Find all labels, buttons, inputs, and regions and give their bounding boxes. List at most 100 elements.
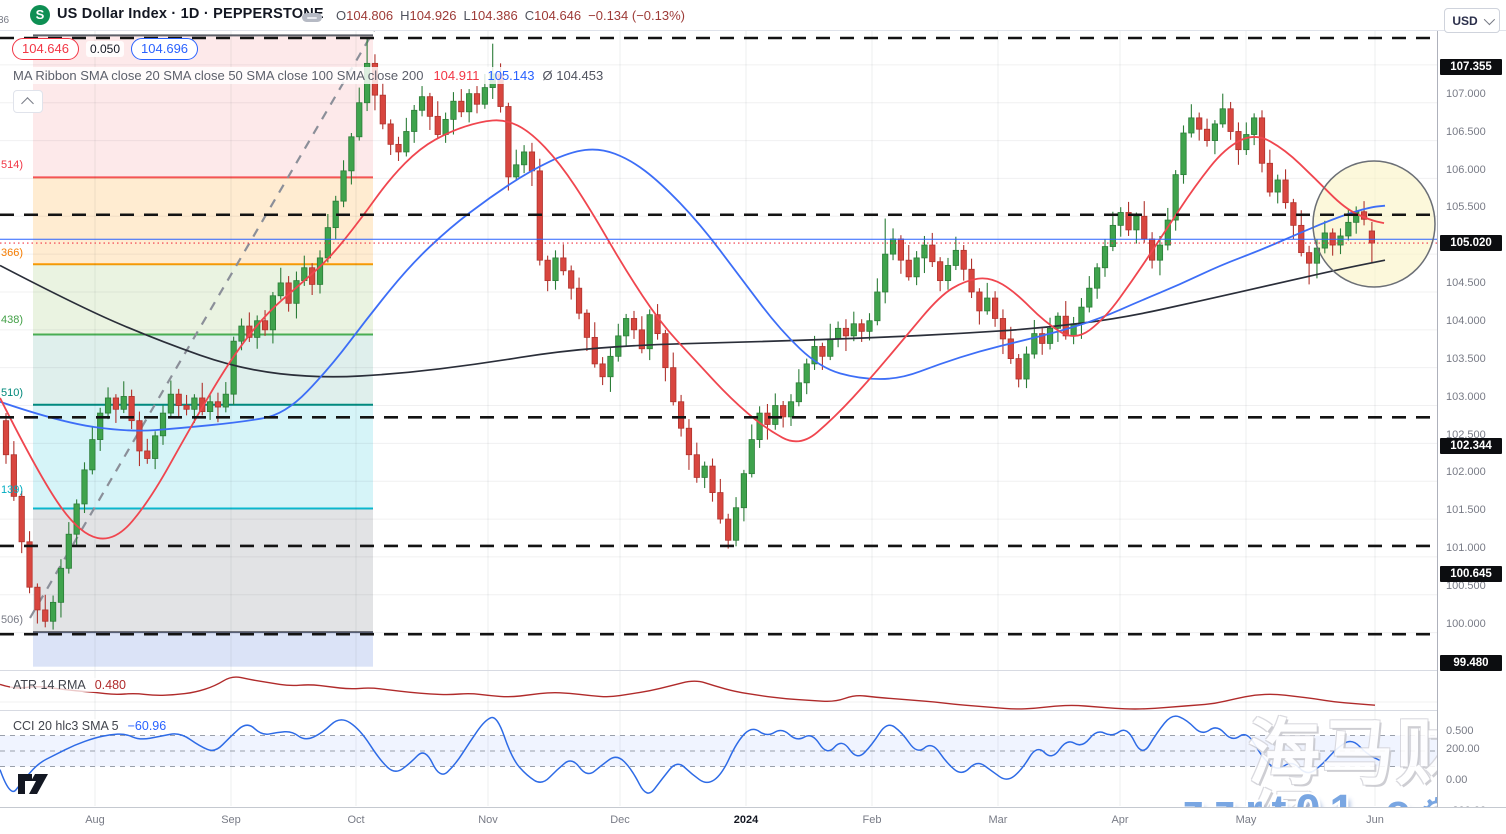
cci-line bbox=[0, 715, 1381, 794]
candle-body bbox=[1078, 306, 1085, 325]
collapse-legend-button[interactable] bbox=[13, 90, 43, 113]
low-value: 104.386 bbox=[470, 8, 518, 23]
candle-body bbox=[379, 94, 386, 125]
candle-body bbox=[638, 329, 645, 350]
candle-body bbox=[709, 465, 716, 493]
candle-body bbox=[913, 257, 920, 278]
candle-body bbox=[1258, 117, 1266, 164]
time-axis-label: Apr bbox=[1111, 814, 1129, 826]
candle-body bbox=[866, 320, 873, 332]
candle-body bbox=[795, 382, 802, 403]
candle-body bbox=[905, 259, 912, 278]
candle-body bbox=[206, 401, 214, 412]
candle-body bbox=[112, 397, 119, 410]
time-axis-label: Dec bbox=[610, 814, 630, 826]
price-line-label-blue[interactable]: 104.696 bbox=[131, 38, 199, 60]
price-tick-label: 107.000 bbox=[1446, 87, 1486, 100]
clipped-level-label: 506) bbox=[1, 614, 24, 626]
candle-body bbox=[960, 249, 967, 270]
candle-body bbox=[50, 601, 57, 622]
price-level-label: 102.344 bbox=[1440, 437, 1502, 454]
candle-body bbox=[81, 469, 88, 505]
candle-body bbox=[599, 363, 606, 378]
cci-legend[interactable]: CCI 20 hlc3 SMA 5 −60.96 bbox=[10, 719, 170, 733]
candle-body bbox=[152, 435, 159, 459]
atr-line bbox=[0, 676, 1376, 710]
candle-body bbox=[434, 115, 441, 135]
candle-body bbox=[575, 287, 583, 314]
candle-body bbox=[654, 314, 661, 335]
candle-body bbox=[732, 507, 740, 541]
candle-body bbox=[395, 143, 402, 153]
candle-body bbox=[387, 123, 394, 145]
atr-legend[interactable]: ATR 14 RMA 0.480 bbox=[10, 678, 129, 692]
candle-body bbox=[128, 396, 135, 422]
candle-body bbox=[214, 401, 222, 408]
candle-body bbox=[1094, 267, 1101, 289]
candle-body bbox=[1141, 215, 1148, 240]
symbol-title[interactable]: US Dollar Index · 1D · PEPPERSTONE bbox=[57, 6, 324, 22]
time-axis[interactable]: Aug Sep Oct Nov Dec 2024 Feb Mar Apr May Jun bbox=[0, 807, 1506, 834]
candle-body bbox=[819, 346, 826, 357]
candle-body bbox=[191, 397, 198, 410]
candle-body bbox=[1345, 221, 1352, 237]
ma20-line bbox=[0, 119, 1385, 540]
clipped-toolbar-text: 36 bbox=[0, 15, 10, 26]
candle-body bbox=[426, 96, 434, 117]
price-line-label-red[interactable]: 104.646 bbox=[12, 38, 79, 60]
candle-body bbox=[1282, 179, 1289, 204]
candle-body bbox=[1031, 333, 1038, 355]
candle-body bbox=[701, 465, 708, 478]
candle-body bbox=[26, 541, 33, 588]
candle-body bbox=[842, 327, 850, 337]
candle-body bbox=[646, 314, 653, 350]
candle-body bbox=[356, 102, 363, 138]
candle-body bbox=[1266, 162, 1273, 193]
currency-button[interactable]: USD bbox=[1444, 8, 1500, 33]
candle-body bbox=[568, 270, 575, 289]
ma-ribbon-legend[interactable]: MA Ribbon SMA close 20 SMA close 50 SMA … bbox=[12, 67, 608, 84]
candle-body bbox=[772, 405, 779, 425]
symbol-menu-icon[interactable] bbox=[302, 13, 322, 22]
clipped-level-label: 438) bbox=[1, 314, 24, 326]
price-axis[interactable]: 107.000 106.500 106.000 105.500 104.500 104.0… bbox=[1437, 0, 1506, 817]
candle-body bbox=[992, 297, 999, 319]
highlight-circle-fill bbox=[1313, 161, 1435, 287]
clipped-level-label: 514) bbox=[1, 159, 24, 171]
trendline bbox=[29, 30, 376, 619]
candle-body bbox=[10, 454, 17, 497]
candle-body bbox=[850, 323, 857, 337]
candle-body bbox=[1321, 232, 1328, 249]
candle-body bbox=[521, 151, 528, 166]
price-tick-label: 100.000 bbox=[1446, 617, 1486, 630]
broker-logo-icon: S bbox=[30, 5, 50, 25]
candle-body bbox=[976, 291, 983, 312]
candle-body bbox=[670, 367, 677, 403]
tradingview-logo[interactable] bbox=[16, 770, 52, 796]
candle-body bbox=[199, 397, 206, 412]
candle-body bbox=[1243, 134, 1250, 151]
ma50-line bbox=[0, 148, 1386, 432]
candle-body bbox=[144, 450, 151, 459]
ma-slow-line bbox=[0, 259, 1386, 378]
candle-body bbox=[1046, 327, 1054, 344]
ma50-value: 105.143 bbox=[487, 68, 535, 83]
time-axis-label: Nov bbox=[478, 814, 498, 826]
candle-body bbox=[2, 420, 10, 456]
fib-zone bbox=[33, 632, 373, 667]
candle-body bbox=[316, 257, 324, 285]
candlestick-chart[interactable] bbox=[0, 30, 1506, 834]
close-value: 104.646 bbox=[534, 8, 582, 23]
time-axis-label: 2024 bbox=[733, 814, 759, 826]
candle-body bbox=[1227, 108, 1234, 132]
candle-body bbox=[1007, 338, 1014, 359]
clipped-level-label: 366) bbox=[1, 247, 24, 259]
candle-body bbox=[1368, 230, 1375, 244]
candle-body bbox=[858, 323, 865, 332]
time-axis-label: Jun bbox=[1366, 814, 1384, 826]
candle-body bbox=[57, 567, 65, 603]
candle-body bbox=[403, 131, 410, 153]
candle-body bbox=[748, 439, 755, 475]
candle-body bbox=[1054, 315, 1061, 329]
chevron-down-icon bbox=[1483, 13, 1495, 25]
